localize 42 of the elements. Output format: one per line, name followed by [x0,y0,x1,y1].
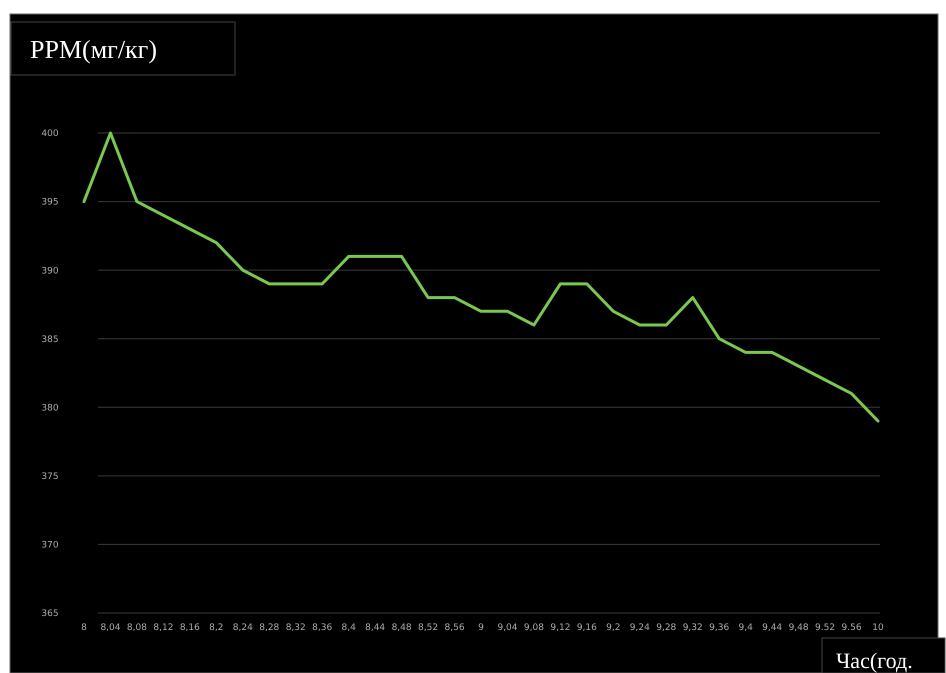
x-tick-label: 8,24 [232,623,254,633]
y-axis-title: PPM(мг/кг) [30,35,157,64]
y-tick-label: 370 [41,540,59,551]
x-tick-label: 9,32 [682,623,703,633]
x-tick-label: 9,12 [550,623,570,633]
x-tick-label: 9,16 [576,623,598,633]
x-tick-label: 8,56 [444,623,465,633]
x-tick-label: 9,04 [497,623,518,633]
y-tick-label: 395 [41,198,59,208]
x-tick-label: 8,52 [418,623,438,633]
y-tick-label: 365 [41,609,59,620]
x-tick-label: 8,48 [392,623,412,633]
x-tick-label: 8,2 [209,623,224,633]
y-tick-label: 380 [41,403,59,414]
x-tick-label: 9,44 [762,623,782,633]
x-tick-label: 8,08 [126,623,148,633]
x-tick-label: 10 [872,623,884,633]
x-tick-label: 9,48 [788,623,809,633]
x-axis-title: Час(год. [836,648,913,673]
x-tick-label: 9,2 [606,623,620,633]
y-tick-label: 375 [41,472,59,482]
x-tick-label: 8,12 [153,623,174,633]
x-tick-label: 9,28 [656,623,677,633]
y-tick-label: 400 [41,129,59,140]
x-tick-label: 9,4 [738,623,754,633]
x-tick-label: 9.52 [815,623,836,633]
line-series [82,132,880,422]
x-tick-label: 8,44 [365,623,386,633]
x-tick-label: 8 [81,623,88,633]
y-tick-label: 385 [41,334,59,345]
x-tick-label: 9,36 [709,623,730,633]
x-tick-label: 8,28 [259,623,280,633]
x-tick-label: 8,04 [100,623,121,633]
x-tick-label: 9,08 [524,623,544,633]
x-tick-label: 8,16 [180,623,200,633]
x-tick-label: 8,32 [286,623,306,633]
x-tick-label: 8,36 [312,623,332,633]
x-tick-label: 9,24 [630,623,650,633]
x-tick-label: 9.56 [842,623,862,633]
y-tick-label: 390 [41,266,59,276]
x-tick-label: 9 [478,623,484,633]
x-tick-label: 8,4 [342,623,356,633]
